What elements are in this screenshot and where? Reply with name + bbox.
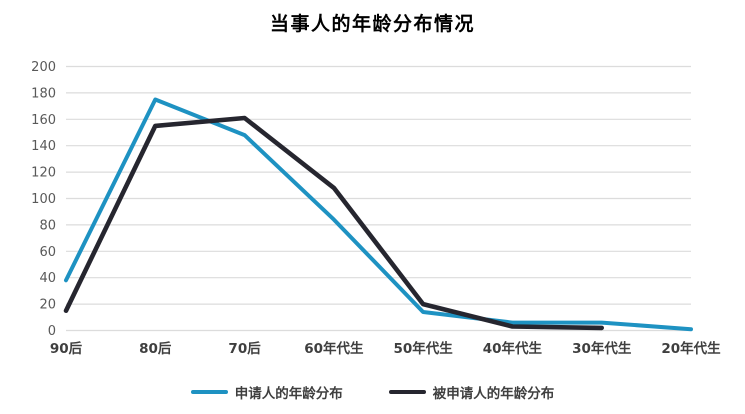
y-axis-tick-label: 60	[39, 245, 56, 260]
y-axis-tick-label: 20	[39, 298, 56, 313]
y-axis-tick-label: 160	[31, 113, 56, 128]
legend-label: 被申请人的年龄分布	[432, 386, 555, 402]
x-axis-category-label: 60年代生	[304, 340, 364, 357]
y-axis-tick-label: 180	[31, 86, 56, 101]
legend-label: 申请人的年龄分布	[234, 386, 343, 402]
x-axis-category-label: 30年代生	[572, 340, 632, 357]
chart-legend: 申请人的年龄分布 被申请人的年龄分布	[0, 382, 745, 402]
y-axis-tick-label: 200	[31, 60, 56, 75]
x-axis-category-label: 50年代生	[393, 340, 453, 357]
legend-line-swatch	[190, 389, 228, 395]
y-axis-tick-label: 40	[39, 271, 56, 286]
x-axis-category-label: 40年代生	[483, 340, 543, 357]
y-axis-tick-label: 120	[31, 166, 56, 181]
y-axis-tick-label: 80	[39, 218, 56, 233]
series-line-1	[64, 97, 693, 332]
legend-line-swatch	[388, 389, 426, 395]
chart-title: 当事人的年龄分布情况	[269, 13, 475, 35]
y-axis-tick-label: 100	[31, 192, 56, 207]
x-axis-category-label: 80后	[139, 340, 172, 357]
x-axis-category-label: 70后	[228, 340, 261, 357]
y-axis-tick-label: 140	[31, 139, 56, 154]
x-axis-category-label: 20年代生	[661, 340, 721, 357]
legend-item: 申请人的年龄分布	[190, 382, 343, 402]
x-axis-category-label: 90后	[50, 340, 83, 357]
y-axis-tick-label: 0	[48, 324, 56, 339]
series-line-2	[63, 115, 605, 331]
legend-item: 被申请人的年龄分布	[388, 382, 555, 402]
